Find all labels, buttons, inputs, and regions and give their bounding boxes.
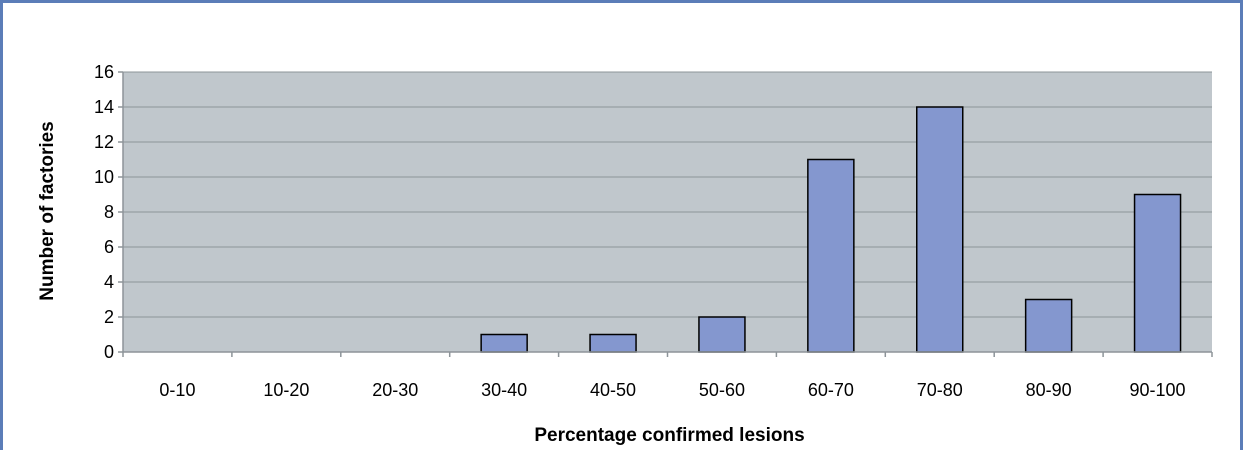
frame-border-top <box>0 0 1243 3</box>
x-tick-label-10-20: 10-20 <box>263 380 309 400</box>
bar-70-80 <box>916 106 964 353</box>
x-tick-label-80-90: 80-90 <box>1026 380 1072 400</box>
y-axis-title: Number of factories <box>37 121 58 300</box>
y-tick-label-2: 2 <box>104 307 114 327</box>
x-tick-label-30-40: 30-40 <box>481 380 527 400</box>
y-axis-ticks: 0 2 4 6 8 10 12 14 16 <box>94 62 123 362</box>
bar-30-40 <box>480 333 528 353</box>
y-tick-label-8: 8 <box>104 202 114 222</box>
x-tick-label-50-60: 50-60 <box>699 380 745 400</box>
x-axis-ticks: 0-10 10-20 20-30 30-40 40-50 50-60 60-70 70-80 8… <box>122 352 1213 400</box>
bar-90-100 <box>1133 193 1182 353</box>
bar-60-70 <box>807 158 855 353</box>
y-tick-label-0: 0 <box>104 342 114 362</box>
bar-50-60 <box>698 316 746 353</box>
y-tick-label-4: 4 <box>104 272 114 292</box>
y-tick-label-14: 14 <box>94 97 114 117</box>
y-tick-label-6: 6 <box>104 237 114 257</box>
x-tick-label-40-50: 40-50 <box>590 380 636 400</box>
gridlines <box>123 71 1212 318</box>
x-tick-label-20-30: 20-30 <box>372 380 418 400</box>
frame-border-right <box>1240 0 1243 450</box>
y-tick-label-16: 16 <box>94 62 114 82</box>
bar-80-90 <box>1024 298 1073 353</box>
y-tick-label-10: 10 <box>94 167 114 187</box>
bar-40-50 <box>589 333 637 353</box>
x-tick-label-60-70: 60-70 <box>808 380 854 400</box>
x-tick-label-90-100: 90-100 <box>1130 380 1186 400</box>
frame-border-left <box>0 0 3 450</box>
y-tick-label-12: 12 <box>94 132 114 152</box>
x-tick-label-0-10: 0-10 <box>159 380 195 400</box>
bars <box>480 106 1182 353</box>
x-tick-label-70-80: 70-80 <box>917 380 963 400</box>
x-axis-title: Percentage confirmed lesions <box>534 425 804 446</box>
